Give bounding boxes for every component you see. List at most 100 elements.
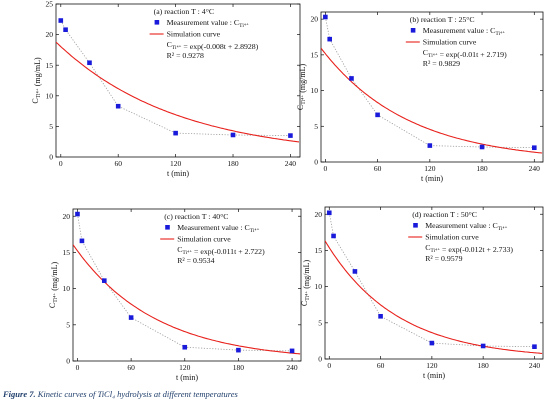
plot-frame	[324, 206, 544, 360]
legend-measurement-marker	[154, 20, 160, 25]
y-tick-label: 15	[315, 246, 323, 255]
measurement-point	[480, 343, 486, 349]
y-tick-label: 5	[318, 318, 322, 327]
x-tick-label: 180	[476, 164, 488, 173]
measurement-point	[58, 18, 64, 23]
chart-panel-a: 0 60 120 180 240 0 5 10 15 20 25 t (min) CTi⁴⁺ (mg/m…	[31, 0, 301, 178]
measurement-point	[326, 210, 332, 216]
y-tick-label: 0	[66, 357, 70, 366]
x-tick-label: 120	[179, 363, 191, 372]
measurement-point	[532, 344, 537, 349]
x-axis-title: t (min)	[421, 174, 443, 183]
measurement-point	[87, 60, 92, 66]
y-tick-label: 25	[46, 0, 54, 9]
measurement-point	[63, 27, 68, 33]
y-tick-label: 10	[311, 86, 319, 95]
x-tick-label: 60	[127, 363, 135, 372]
fit-r-squared: R² = 0.9278	[167, 51, 204, 60]
figure-label: Figure 7.	[3, 389, 36, 399]
legend-measurement-label: Measurement value : CTi⁴⁺	[425, 221, 507, 232]
y-tick-label: 15	[311, 50, 319, 59]
figure-caption-text: Kinetic curves of TiCl₄ hydrolysis at di…	[37, 389, 238, 399]
measurement-point	[479, 144, 485, 150]
measurement-point	[323, 14, 328, 20]
x-tick-label: 240	[286, 363, 298, 372]
chart-panel-c: 0 60 120 180 240 0 5 10 15 20 t (min) CTi⁴⁺ (mg/mL)…	[48, 208, 302, 382]
x-tick-label: 60	[374, 164, 382, 173]
chart-panel-b: 0 60 120 180 240 0 5 10 15 20 t (min) CTi⁴⁺ (mg/mL)…	[296, 11, 544, 183]
y-tick-label: 20	[46, 30, 54, 39]
panel-label: (c) reaction T : 40°C	[164, 212, 228, 221]
x-tick-label: 180	[227, 159, 239, 168]
x-axis-title: t (min)	[167, 169, 189, 178]
y-axis-title: CTi⁴⁺ (mg/mL)	[300, 260, 311, 307]
fit-equation: CTi⁴⁺ = exp(-0.008t + 2.8928)	[167, 40, 259, 51]
panel-label: (b) reaction T : 25°C	[410, 15, 475, 24]
fit-equation: CTi⁴⁺ = exp(-0.01t + 2.719)	[423, 48, 507, 59]
measurement-point	[101, 278, 107, 283]
y-tick-label: 0	[318, 355, 322, 364]
panel-label: (d) reaction T : 50°C	[412, 210, 477, 219]
plot-frame	[320, 11, 544, 163]
measurement-point	[128, 315, 134, 320]
x-axis-title: t (min)	[176, 373, 198, 382]
chart-panel-d: 0 60 120 180 240 0 5 10 15 20 t (min) CTi⁴⁺ (mg/mL)…	[300, 206, 544, 380]
x-tick-label: 60	[114, 159, 122, 168]
y-tick-label: 15	[63, 248, 71, 257]
measurement-point	[79, 238, 85, 244]
measurement-point	[429, 340, 435, 346]
measurement-point	[531, 145, 537, 151]
measurement-point	[173, 130, 178, 136]
figure-panels: 0 60 120 180 240 0 5 10 15 20 25 t (min) CTi⁴⁺ (mg/m…	[31, 0, 544, 382]
measurement-point	[327, 36, 333, 42]
simulation-curve	[321, 47, 543, 154]
measurement-point	[236, 347, 241, 353]
x-tick-label: 0	[76, 363, 80, 372]
x-tick-label: 60	[377, 361, 385, 370]
legend-measurement-label: Measurement value : CTi⁴⁺	[167, 18, 249, 29]
fit-equation: CTi⁴⁺ = exp(-0.011t + 2.722)	[177, 245, 265, 256]
x-tick-label: 120	[170, 159, 182, 168]
panel-label: (a) reaction T : 4°C	[154, 7, 214, 16]
measurement-point	[331, 233, 336, 239]
measurement-point	[378, 313, 383, 319]
x-tick-label: 0	[323, 164, 327, 173]
x-tick-label: 240	[285, 159, 297, 168]
y-tick-label: 20	[63, 212, 71, 221]
measurement-point	[289, 348, 295, 354]
measurement-point	[349, 76, 354, 81]
y-tick-label: 0	[314, 158, 318, 167]
legend-simulation-label: Simulation curve	[425, 233, 479, 242]
y-axis-title: CTi⁴⁺ (mg/mL)	[296, 64, 307, 111]
fit-r-squared: R² = 0.9579	[425, 254, 462, 263]
y-tick-label: 5	[314, 122, 318, 131]
simulation-curve	[325, 240, 543, 354]
measurement-point	[427, 143, 433, 148]
fit-r-squared: R² = 0.9829	[423, 59, 460, 68]
x-tick-label: 240	[529, 361, 541, 370]
y-tick-label: 15	[46, 61, 54, 70]
legend-measurement-label: Measurement value : CTi⁴⁺	[423, 26, 505, 37]
x-tick-label: 120	[424, 164, 436, 173]
measurement-point	[115, 103, 121, 109]
y-tick-label: 5	[66, 320, 70, 329]
legend-simulation-label: Simulation curve	[423, 38, 477, 47]
plot-frame	[55, 3, 301, 158]
measurement-point	[75, 211, 80, 217]
legend-simulation-label: Simulation curve	[177, 235, 231, 244]
legend-measurement-marker	[413, 223, 418, 228]
measurement-point	[182, 344, 188, 350]
x-tick-label: 180	[233, 363, 245, 372]
y-tick-label: 10	[63, 284, 71, 293]
simulation-curve	[56, 41, 300, 143]
measurement-point	[230, 132, 236, 138]
simulation-curve	[73, 244, 301, 355]
x-tick-label: 0	[327, 361, 331, 370]
fit-equation: CTi⁴⁺ = exp(-0.012t + 2.733)	[425, 243, 513, 254]
measurement-point	[352, 269, 358, 274]
x-tick-label: 180	[478, 361, 490, 370]
legend-simulation-label: Simulation curve	[167, 30, 221, 39]
x-tick-label: 120	[426, 361, 438, 370]
y-tick-label: 20	[315, 210, 323, 219]
legend-measurement-label: Measurement value : CTi⁴⁺	[177, 223, 259, 234]
